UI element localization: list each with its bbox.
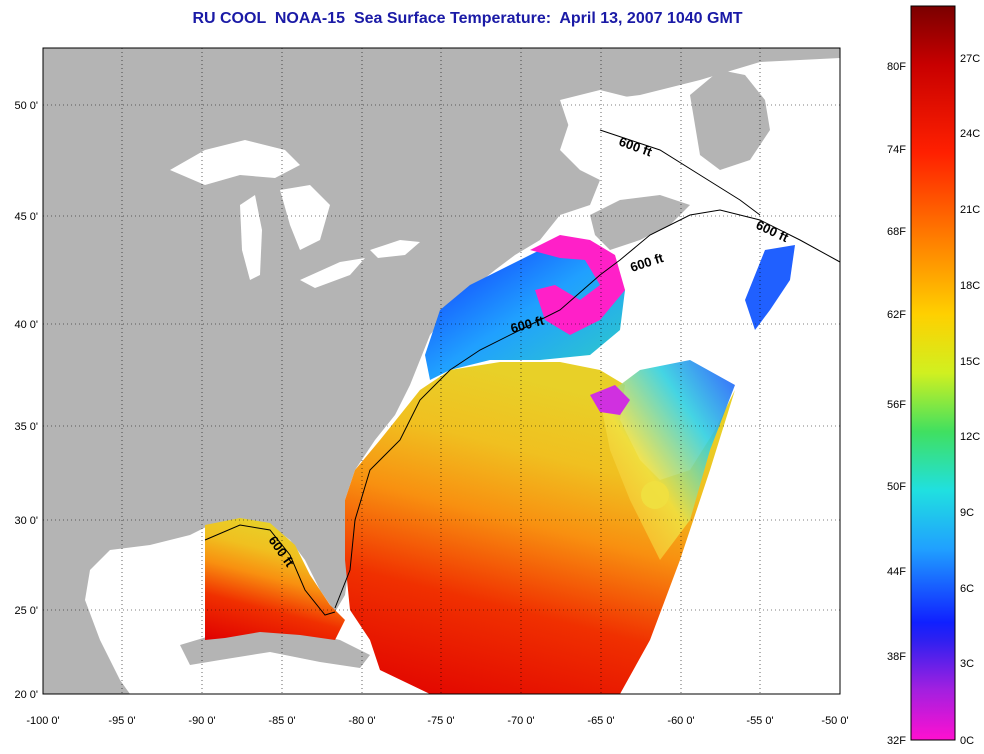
colorbar-f-74: 74F xyxy=(887,144,906,156)
lon-label-95: -95 0' xyxy=(108,715,135,727)
colorbar-f-50: 50F xyxy=(887,481,906,493)
sst-shelf-water xyxy=(425,245,625,380)
sst-gulf-of-mexico xyxy=(205,518,345,640)
lat-label-30: 30 0' xyxy=(14,515,38,527)
sst-atlantic xyxy=(345,362,735,694)
colorbar-f-32: 32F xyxy=(887,735,906,747)
lon-label-60: -60 0' xyxy=(667,715,694,727)
lon-label-65: -65 0' xyxy=(587,715,614,727)
colorbar-f-62: 62F xyxy=(887,309,906,321)
colorbar-c-9: 9C xyxy=(960,507,974,519)
map-border xyxy=(42,47,841,695)
land-newfoundland xyxy=(690,70,770,170)
map-gridlines xyxy=(43,48,840,694)
colorbar-f-80: 80F xyxy=(887,61,906,73)
colorbar-c-24: 24C xyxy=(960,128,980,140)
gulf-st-lawrence xyxy=(560,90,690,195)
great-lake-michigan xyxy=(240,195,262,280)
great-lake-erie xyxy=(300,258,365,288)
sst-eastern-swath xyxy=(600,360,735,560)
map-title: RU COOL NOAA-15 Sea Surface Temperature:… xyxy=(192,10,743,27)
lat-label-20: 20 0' xyxy=(14,689,38,701)
colorbar-c-27: 27C xyxy=(960,53,980,65)
colorbar-f-56: 56F xyxy=(887,399,906,411)
colorbar-f-44: 44F xyxy=(887,566,906,578)
sst-warm-eddy xyxy=(641,481,669,509)
lon-label-75: -75 0' xyxy=(427,715,454,727)
colorbar-c-12: 12C xyxy=(960,431,980,443)
sst-cold-patch-2 xyxy=(590,385,630,415)
great-lake-huron xyxy=(280,185,330,250)
lon-label-50: -50 0' xyxy=(821,715,848,727)
lat-label-35: 35 0' xyxy=(14,421,38,433)
lon-label-100: -100 0' xyxy=(26,715,59,727)
colorbar-f-38: 38F xyxy=(887,651,906,663)
isobath-contour xyxy=(334,209,841,609)
isobath-contour-north xyxy=(599,129,761,216)
lat-label-40: 40 0' xyxy=(14,319,38,331)
lat-label-25: 25 0' xyxy=(14,605,38,617)
lon-label-90: -90 0' xyxy=(188,715,215,727)
lon-label-70: -70 0' xyxy=(507,715,534,727)
great-lake-ontario xyxy=(370,240,420,258)
lat-label-45: 45 0' xyxy=(14,211,38,223)
colorbar-c-15: 15C xyxy=(960,356,980,368)
lon-label-80: -80 0' xyxy=(348,715,375,727)
land-nova-scotia xyxy=(590,195,690,250)
colorbar-c-0: 0C xyxy=(960,735,974,747)
isobath-contour-gulf xyxy=(204,524,336,616)
colorbar-f-68: 68F xyxy=(887,226,906,238)
lon-label-55: -55 0' xyxy=(746,715,773,727)
colorbar-c-18: 18C xyxy=(960,280,980,292)
great-lake-superior xyxy=(170,140,300,185)
colorbar-gradient xyxy=(910,5,956,741)
lon-label-85: -85 0' xyxy=(268,715,295,727)
colorbar-c-21: 21C xyxy=(960,204,980,216)
lat-label-50: 50 0' xyxy=(14,100,38,112)
colorbar-c-6: 6C xyxy=(960,583,974,595)
sst-nova-scotia-patch xyxy=(745,245,795,330)
colorbar-c-3: 3C xyxy=(960,658,974,670)
